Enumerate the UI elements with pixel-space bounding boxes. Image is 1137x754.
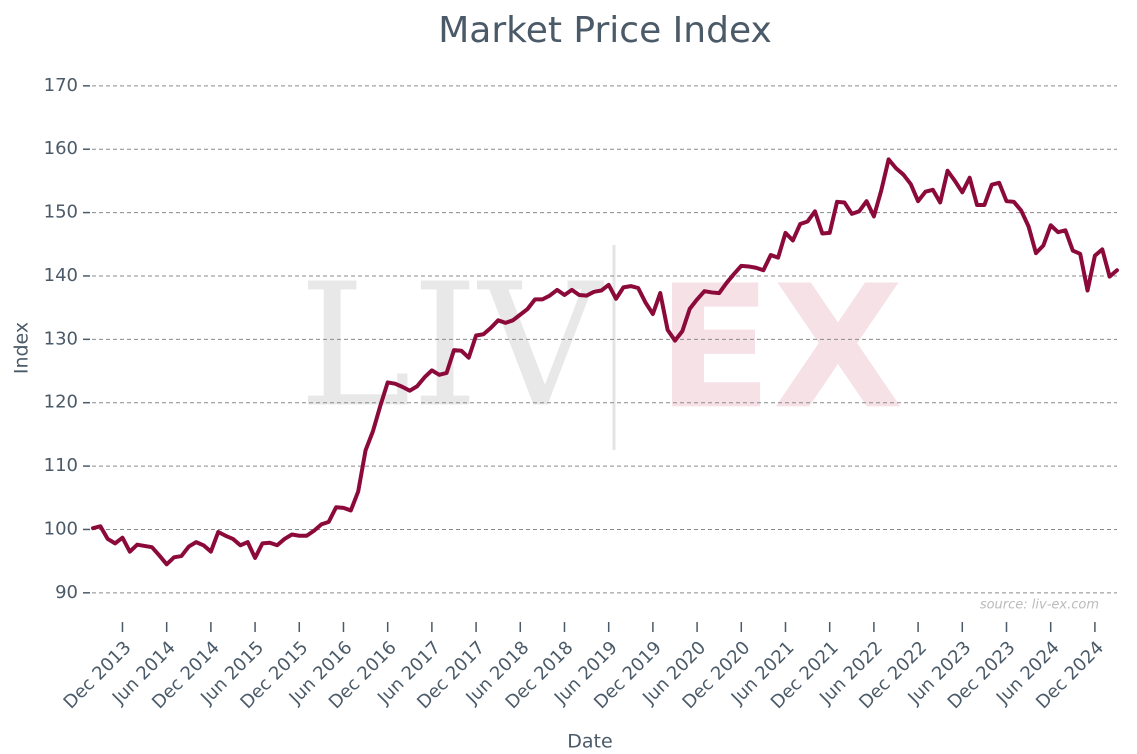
y-tick-label: 170 <box>44 75 78 96</box>
source-note: source: liv-ex.com <box>980 598 1099 613</box>
y-tick-label: 140 <box>44 265 78 286</box>
y-tick-label: 120 <box>44 392 78 413</box>
watermark-text: EX <box>656 249 903 447</box>
watermark: LIV EX <box>299 245 904 450</box>
y-tick-label: 110 <box>44 455 78 476</box>
y-tick-label: 150 <box>44 202 78 223</box>
chart-title: Market Price Index <box>438 10 772 51</box>
data-line <box>91 157 1119 567</box>
watermark-text: LIV <box>299 247 605 445</box>
y-tick-label: 90 <box>55 582 78 603</box>
y-axis-label: Index <box>11 322 33 374</box>
x-axis-label: Date <box>567 731 612 753</box>
y-tick-label: 130 <box>44 328 78 349</box>
y-tick-label: 160 <box>44 138 78 159</box>
y-tick-label: 100 <box>44 518 78 539</box>
